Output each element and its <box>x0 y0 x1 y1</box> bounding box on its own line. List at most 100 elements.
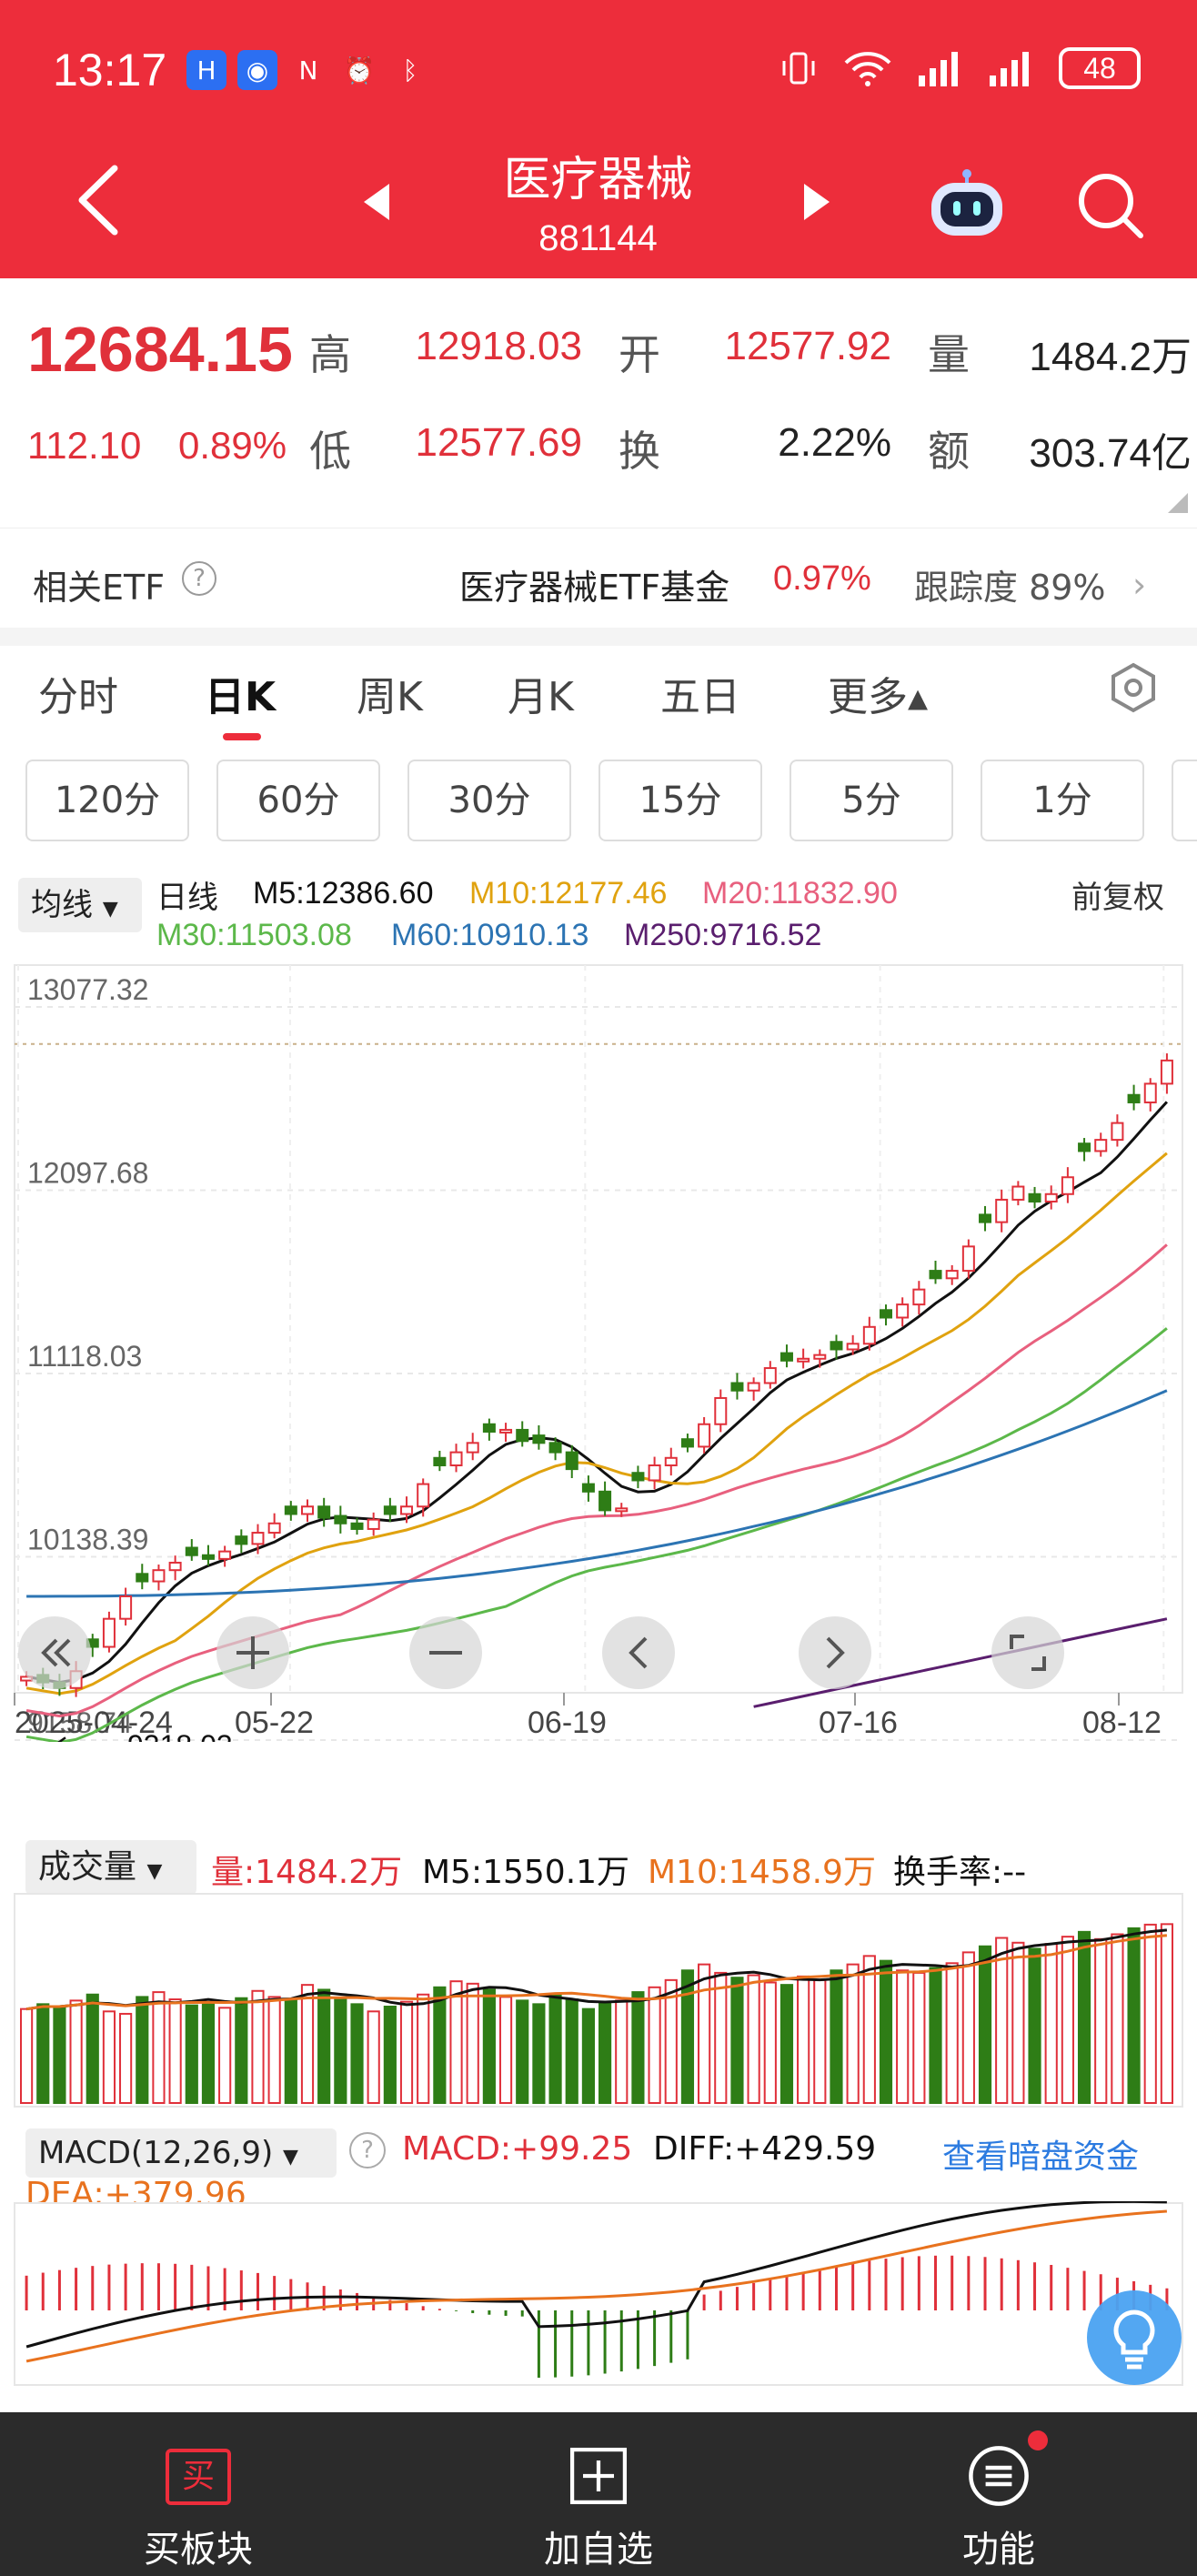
expand-corner-icon[interactable] <box>1168 493 1188 513</box>
volume-label: 量 <box>928 330 970 379</box>
back-arrow-icon[interactable] <box>71 159 126 241</box>
kline-chart[interactable]: 13077.3212097.6811118.0310138.399158.742… <box>0 960 1197 1742</box>
tab-more[interactable]: 更多▴ <box>828 674 929 720</box>
zoom-in-button-icon <box>236 1636 269 1669</box>
period-1min[interactable]: 1分 <box>981 760 1144 841</box>
candle <box>945 1270 959 1280</box>
indicator-selector[interactable]: 均线 ▼ <box>18 878 142 932</box>
tips-lightbulb-button[interactable] <box>1087 2290 1182 2385</box>
dark-pool-fund-link[interactable]: 查看暗盘资金 <box>942 2138 1140 2176</box>
candle <box>1160 1059 1173 1085</box>
functions-button[interactable]: 功能 <box>862 2412 1135 2576</box>
price-change-pct: 0.89% <box>178 424 287 467</box>
x-tick-label: 2025-04-24 <box>15 1706 173 1740</box>
candle <box>680 1438 694 1448</box>
volume-bar <box>664 1978 678 2104</box>
add-square-icon <box>569 2447 628 2505</box>
period-5min[interactable]: 5分 <box>790 760 953 841</box>
zoom-out-button[interactable] <box>409 1616 482 1689</box>
status-time: 13:17 <box>53 45 167 96</box>
volume-selector[interactable]: 成交量 ▼ <box>25 1840 196 1895</box>
volume-bar <box>218 2007 232 2104</box>
volume-bar <box>317 1988 331 2104</box>
candle <box>201 1554 215 1560</box>
next-sector-icon[interactable] <box>800 182 831 222</box>
macd-selector[interactable]: MACD(12,26,9) ▼ <box>25 2128 337 2178</box>
ma250-line <box>753 1617 1168 1708</box>
turnover-rate: 换手率:-- <box>893 1854 1027 1891</box>
candle <box>1111 1122 1124 1142</box>
candle <box>648 1464 661 1482</box>
price-change: 112.10 <box>27 424 142 467</box>
volume-bar <box>846 1963 860 2104</box>
pan-left-button-icon <box>629 1636 648 1669</box>
candle <box>797 1357 810 1363</box>
nfc-icon: N <box>298 55 318 86</box>
tab-monthly-k[interactable]: 月K <box>508 674 574 720</box>
candle <box>449 1451 463 1467</box>
candle <box>714 1396 728 1425</box>
app-notification-icon: H <box>186 50 226 90</box>
help-icon[interactable]: ? <box>349 2132 386 2168</box>
candle <box>367 1518 380 1530</box>
tab-five-day[interactable]: 五日 <box>660 674 740 720</box>
zoom-in-button[interactable] <box>216 1616 289 1689</box>
amount-label: 额 <box>928 427 970 476</box>
volume-bar <box>1061 1936 1074 2105</box>
volume-bar <box>912 1971 926 2105</box>
candle <box>698 1423 711 1448</box>
x-tick-label: 07-16 <box>819 1706 898 1740</box>
pan-right-button[interactable] <box>799 1616 871 1689</box>
candle <box>581 1483 595 1493</box>
candle <box>1143 1082 1157 1103</box>
top-bar: 13:17 H ◉ N ⏰ ᛒ 48 医疗器械 881144 <box>0 0 1197 278</box>
help-icon[interactable]: ? <box>182 561 216 596</box>
volume-bar <box>300 1984 315 2105</box>
tab-intraday[interactable]: 分时 <box>38 674 118 720</box>
volume-bar <box>383 2006 397 2104</box>
vibrate-icon <box>782 52 815 85</box>
price-adjust-mode[interactable]: 前复权 <box>1071 880 1164 916</box>
add-to-watchlist-button[interactable]: 加自选 <box>462 2412 735 2576</box>
ai-assistant-robot-icon[interactable] <box>926 168 1008 241</box>
chart-settings-icon[interactable] <box>1108 662 1159 713</box>
volume-bar <box>267 1996 281 2104</box>
candle <box>350 1522 364 1530</box>
tab-weekly-k[interactable]: 周K <box>357 674 423 720</box>
y-tick-label: 11118.03 <box>27 1340 142 1373</box>
turnover-value: 2.22% <box>778 420 891 465</box>
ma5-value: M5:12386.60 <box>253 876 434 911</box>
volume-bar <box>1077 1930 1091 2104</box>
fullscreen-button[interactable] <box>991 1616 1064 1689</box>
alarm-icon: ⏰ <box>343 55 376 86</box>
candle <box>267 1522 281 1535</box>
quote-panel: 12684.15 112.10 0.89% 高 12918.03 开 12577… <box>0 278 1197 524</box>
pan-left-button[interactable] <box>602 1616 675 1689</box>
volume-bar <box>978 1945 992 2104</box>
candle <box>995 1198 1009 1223</box>
period-more[interactable] <box>1172 760 1197 841</box>
x-tick-label: 08-12 <box>1082 1706 1162 1740</box>
period-15min[interactable]: 15分 <box>598 760 762 841</box>
period-30min[interactable]: 30分 <box>407 760 571 841</box>
candle <box>664 1456 678 1467</box>
period-120min[interactable]: 120分 <box>25 760 189 841</box>
search-icon[interactable] <box>1073 168 1146 241</box>
related-etf-row[interactable]: 相关ETF ? 医疗器械ETF基金 0.97% 跟踪度 89% › <box>0 528 1197 628</box>
volume-chart[interactable] <box>0 1892 1197 2110</box>
previous-sector-icon[interactable] <box>362 182 393 222</box>
ma30-line <box>25 1327 1168 1742</box>
buy-sector-button[interactable]: 买 买板块 <box>62 2412 335 2576</box>
diff-line <box>25 2201 1167 2349</box>
min-price-label: 9318.03 <box>127 1729 233 1742</box>
period-60min[interactable]: 60分 <box>216 760 380 841</box>
tab-daily-k[interactable]: 日K <box>205 674 277 720</box>
pan-start-button[interactable] <box>18 1616 91 1689</box>
etf-name: 医疗器械ETF基金 <box>459 568 730 608</box>
candle <box>912 1288 926 1306</box>
candle <box>780 1352 793 1362</box>
volume-bar <box>102 2010 116 2104</box>
candle <box>334 1514 347 1524</box>
status-notification-icons: H ◉ N ⏰ ᛒ <box>186 50 430 90</box>
macd-chart[interactable] <box>0 2201 1197 2392</box>
